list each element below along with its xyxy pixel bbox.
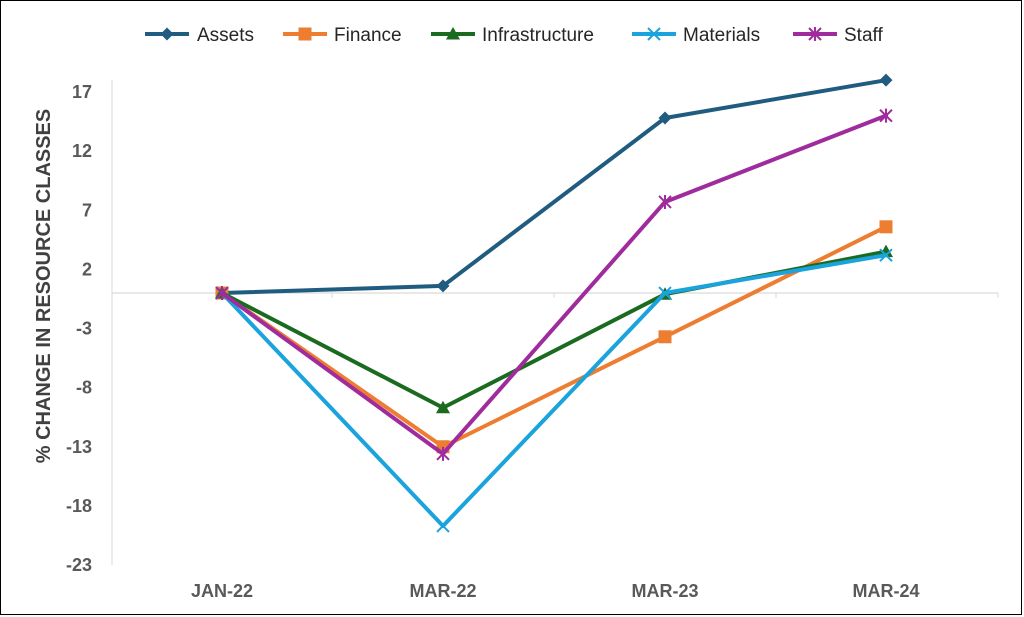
series-line (220, 78, 888, 296)
data-point (436, 279, 450, 293)
legend-label: Assets (197, 25, 254, 46)
y-axis-label: % CHANGE IN RESOURCE CLASSES (33, 109, 55, 464)
series-finance (215, 220, 893, 454)
y-tick-label: 12 (72, 141, 92, 161)
axes (111, 80, 999, 565)
x-axis: JAN-22 MAR-22 MAR-23 MAR-24 (191, 581, 920, 601)
legend-item-infrastructure: Infrastructure (431, 25, 594, 46)
series-line (220, 253, 888, 528)
y-tick-label: -8 (76, 378, 92, 398)
y-tick-label: 17 (72, 82, 92, 102)
data-point (658, 286, 672, 300)
x-tick-label: JAN-22 (191, 581, 253, 601)
y-tick-label: -18 (66, 496, 92, 516)
data-point (879, 108, 893, 123)
legend-item-materials: Materials (632, 25, 760, 46)
legend-marker (647, 27, 661, 41)
data-point (879, 73, 893, 87)
data-point (436, 519, 450, 533)
legend-label: Infrastructure (482, 25, 594, 46)
legend-item-staff: Staff (793, 25, 883, 46)
data-point (436, 400, 450, 414)
series-line (220, 224, 888, 449)
legend: Assets Finance Infrastructure Materials Staf… (145, 25, 883, 46)
legend-label: Finance (334, 25, 402, 46)
data-point (879, 248, 893, 262)
legend-marker (808, 27, 822, 41)
legend-item-finance: Finance (283, 25, 402, 46)
legend-item-assets: Assets (145, 25, 254, 46)
y-tick-label: -13 (66, 437, 92, 457)
data-point (215, 286, 229, 301)
data-point (658, 111, 672, 125)
y-axis: 17 12 7 2 -3 -8 -13 -18 -23 (66, 82, 92, 575)
legend-marker (298, 27, 312, 41)
x-tick-label: MAR-23 (631, 581, 698, 601)
series-line (220, 113, 888, 456)
y-tick-label: 2 (82, 259, 92, 279)
series-group (215, 73, 893, 533)
x-tick-label: MAR-24 (852, 581, 919, 601)
data-point (879, 220, 893, 234)
legend-marker (446, 27, 460, 40)
x-tick-label: MAR-22 (409, 581, 476, 601)
legend-marker (160, 27, 174, 41)
legend-label: Staff (844, 25, 883, 46)
data-point (658, 194, 672, 209)
y-tick-label: -23 (66, 555, 92, 575)
legend-label: Materials (683, 25, 760, 46)
series-assets (215, 73, 893, 300)
data-point (436, 446, 450, 461)
y-tick-label: -3 (76, 319, 92, 339)
data-point (658, 330, 672, 344)
series-staff (215, 108, 893, 461)
y-tick-label: 7 (82, 200, 92, 220)
